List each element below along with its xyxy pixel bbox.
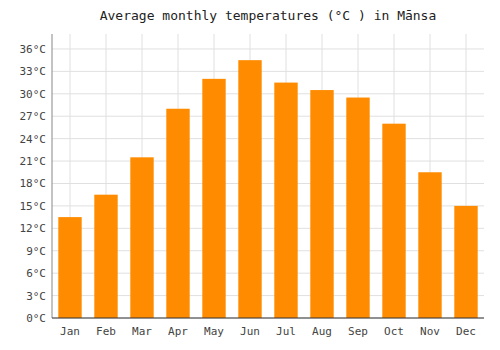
y-tick-label: 12°C [20,222,47,235]
y-tick-label: 0°C [26,312,46,325]
y-grid-line [52,138,484,139]
bar [166,109,189,318]
y-tick-label: 24°C [20,133,47,146]
y-grid-line [52,71,484,72]
bar [454,206,477,318]
bar [58,217,81,318]
x-tick-label: Jul [276,325,296,338]
x-tick-label: Jan [60,325,80,338]
y-grid-line [52,48,484,49]
y-tick-label: 15°C [20,200,47,213]
y-tick-label: 6°C [26,267,46,280]
bar [382,124,405,318]
y-tick-label: 33°C [20,65,47,78]
y-tick-label: 21°C [20,155,47,168]
bar [346,98,369,318]
title: Average monthly temperatures (°C ) in Mā… [100,8,437,23]
bar [418,172,441,318]
bar [130,157,153,318]
chart: Average monthly temperatures (°C ) in Mā… [0,0,500,350]
x-tick-label: Oct [384,325,404,338]
x-tick-label: Jun [240,325,260,338]
x-tick-label: Aug [312,325,332,338]
bar [202,79,225,318]
bar [274,83,297,318]
x-tick-label: Mar [132,325,152,338]
x-axis-line [52,318,484,319]
y-tick-label: 9°C [26,245,46,258]
y-grid-line [52,318,484,319]
x-tick-label: May [204,325,224,338]
bars [58,60,477,318]
bar [238,60,261,318]
y-tick-label: 36°C [20,43,47,56]
x-tick-label: Feb [96,325,116,338]
x-tick-label: Nov [420,325,440,338]
bar [94,195,117,318]
y-grid-line [52,116,484,117]
y-tick-label: 27°C [20,110,47,123]
y-grid-line [52,161,484,162]
y-tick-label: 3°C [26,290,46,303]
x-tick-label: Sep [348,325,368,338]
y-tick-label: 30°C [20,88,47,101]
y-axis-line [52,34,53,318]
y-grid-line [52,93,484,94]
y-tick-label: 18°C [20,177,47,190]
x-tick-label: Apr [168,325,188,338]
bar [310,90,333,318]
x-tick-label: Dec [456,325,476,338]
